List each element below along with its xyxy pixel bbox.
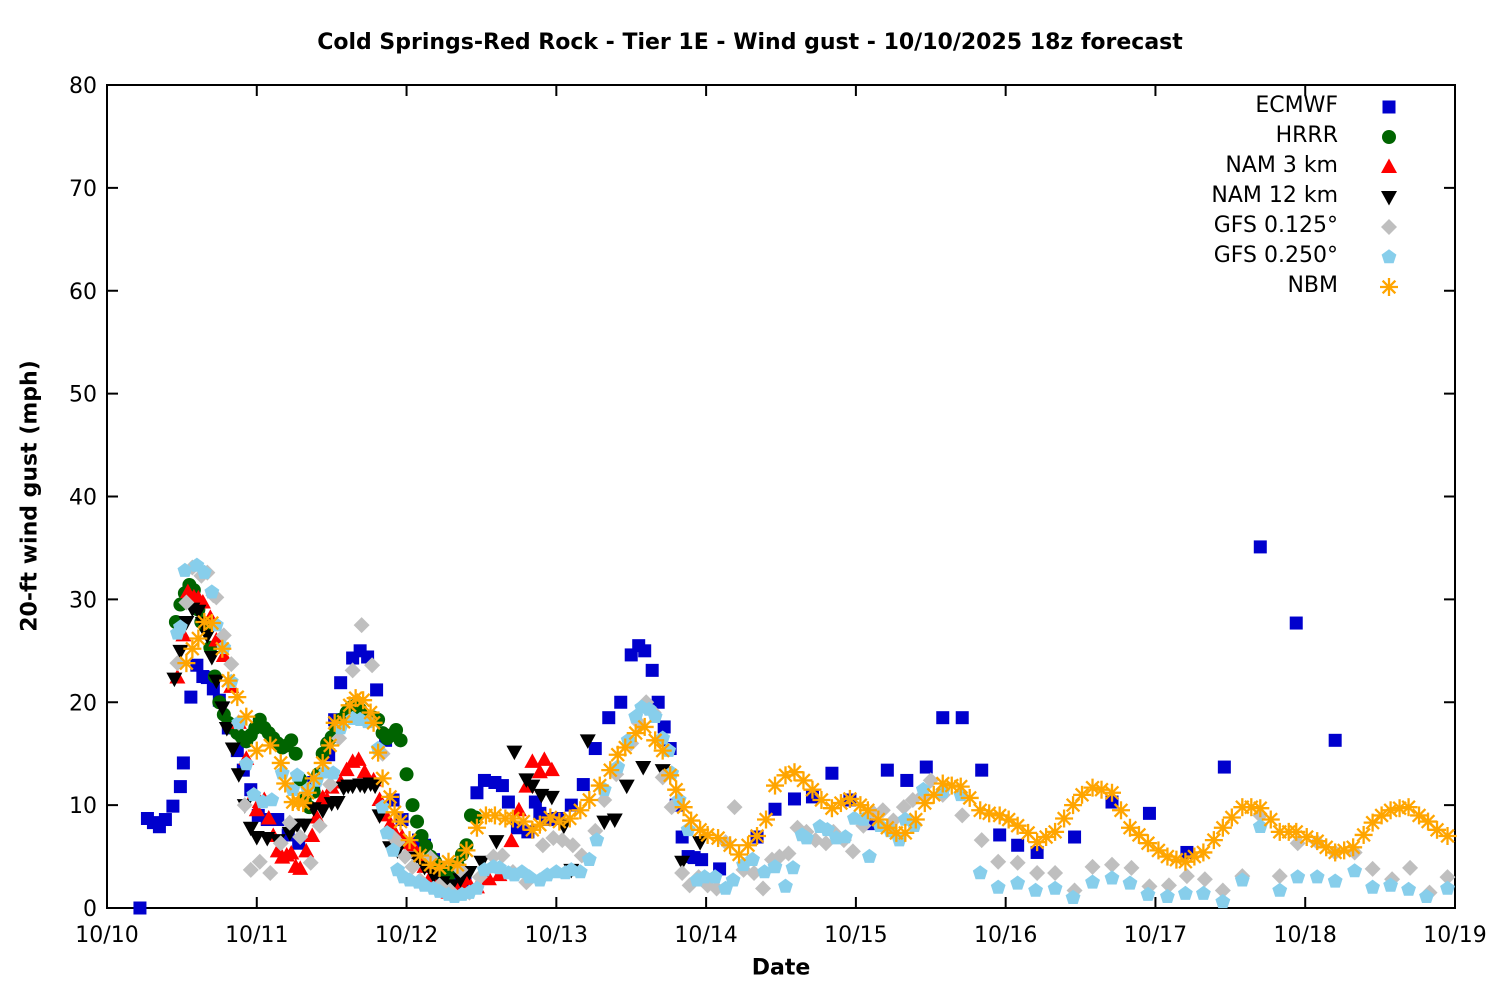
legend-item-gfs-0250: GFS 0.250° [1211,241,1403,271]
legend-item-nam-12km: NAM 12 km [1211,181,1403,211]
y-tick-label: 20 [69,691,97,716]
legend-item-nbm: NBM [1211,271,1403,301]
series-ecmwf [133,540,1342,915]
y-tick-label: 10 [69,794,97,819]
x-tick-label: 10/10 [75,923,138,948]
legend-label: NBM [1287,273,1338,298]
y-tick-label: 40 [69,486,97,511]
x-tick-label: 10/18 [1274,923,1337,948]
gfs-0250-marker-icon [1375,242,1403,270]
legend-label: ECMWF [1255,93,1338,118]
y-tick-label: 0 [83,897,97,922]
x-tick-label: 10/16 [974,923,1037,948]
legend-label: HRRR [1275,123,1338,148]
x-tick-label: 10/19 [1423,923,1486,948]
series-gfs-0-250- [170,557,1455,909]
legend-item-ecmwf: ECMWF [1211,91,1403,121]
nbm-marker-icon [1375,272,1403,300]
x-tick-label: 10/11 [225,923,288,948]
hrrr-marker-icon [1375,122,1403,150]
y-axis-label: 20-ft wind gust (mph) [17,360,43,632]
legend-label: GFS 0.250° [1213,243,1338,268]
legend: ECMWF HRRR NAM 3 km NAM 12 km GFS 0.125°… [1211,91,1403,301]
x-tick-label: 10/13 [525,923,588,948]
legend-label: NAM 12 km [1211,183,1338,208]
chart-title: Cold Springs-Red Rock - Tier 1E - Wind g… [317,30,1183,55]
legend-item-hrrr: HRRR [1211,121,1403,151]
gfs-0125-marker-icon [1375,212,1403,240]
nam-3km-marker-icon [1375,152,1403,180]
ecmwf-marker-icon [1375,92,1403,120]
axes: 10/10 10/11 10/12 10/13 10/14 10/15 10/16 10/17… [69,74,1487,948]
y-tick-label: 50 [69,383,97,408]
legend-item-gfs-0125: GFS 0.125° [1211,211,1403,241]
y-tick-label: 60 [69,280,97,305]
series-gfs-0-125- [169,559,1456,901]
y-tick-label: 70 [69,177,97,202]
y-tick-label: 80 [69,74,97,99]
y-tick-label: 30 [69,588,97,613]
x-axis-label: Date [751,955,811,981]
legend-label: GFS 0.125° [1213,213,1338,238]
legend-item-nam-3km: NAM 3 km [1211,151,1403,181]
series-nbm [177,613,1457,877]
x-tick-label: 10/15 [824,923,887,948]
legend-label: NAM 3 km [1225,153,1338,178]
x-tick-label: 10/14 [674,923,737,948]
x-tick-label: 10/12 [375,923,438,948]
nam-12km-marker-icon [1375,182,1403,210]
x-tick-label: 10/17 [1124,923,1187,948]
